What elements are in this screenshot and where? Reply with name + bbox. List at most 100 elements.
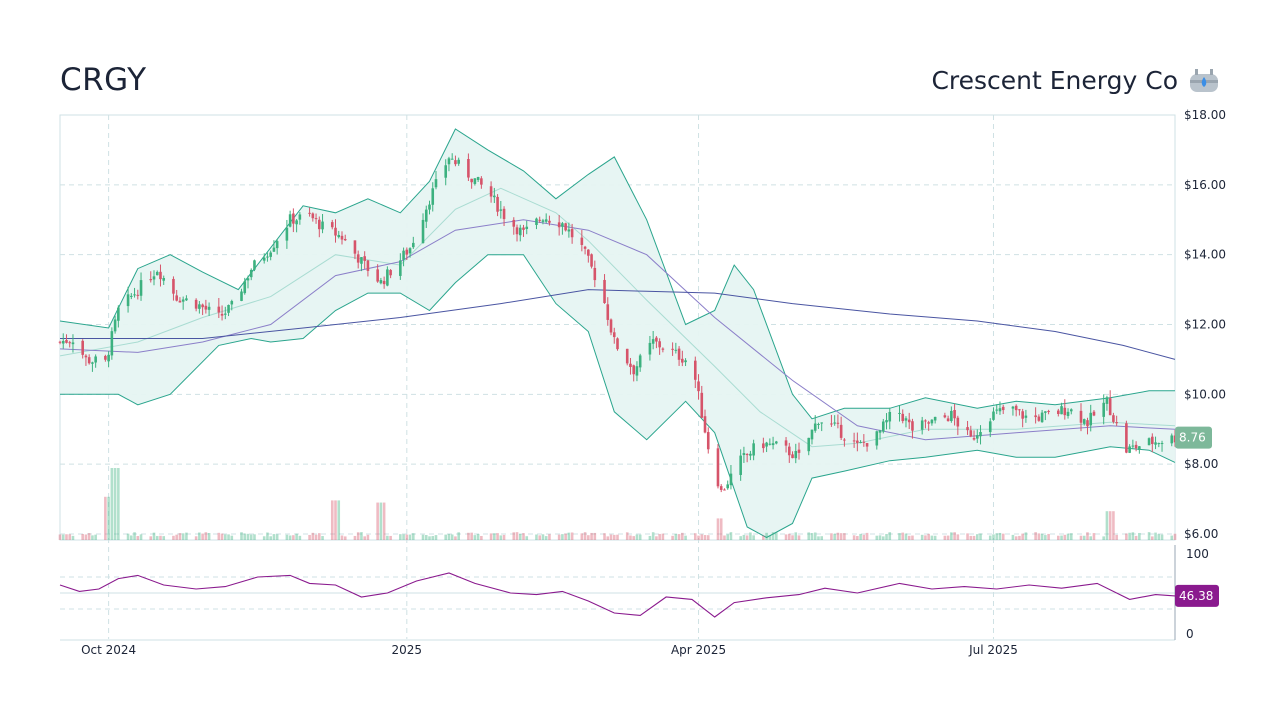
volume-bar [830, 533, 833, 540]
volume-bar [979, 533, 982, 540]
volume-bar [729, 532, 733, 540]
volume-bar [1108, 511, 1112, 540]
volume-bar [175, 534, 178, 540]
volume-bar [522, 533, 525, 540]
volume-bar [1066, 533, 1070, 540]
volume-bar [1157, 534, 1161, 540]
candle-body [950, 410, 953, 422]
candle-body [865, 443, 869, 447]
candle-body [194, 299, 198, 309]
volume-bar [330, 500, 334, 540]
rsi-last-badge: 46.38 [1175, 584, 1219, 607]
candle-body [593, 267, 597, 281]
volume-bar [133, 532, 136, 540]
volume-bar [1086, 532, 1089, 540]
volume-bar [198, 532, 201, 540]
volume-bar [535, 534, 538, 540]
company-name: Crescent Energy Co [931, 66, 1178, 95]
candle-body [719, 486, 723, 490]
volume-bar [810, 533, 814, 540]
volume-bar [207, 532, 211, 540]
candle-body [856, 440, 859, 443]
candle-body [172, 278, 175, 294]
candle-body [1105, 397, 1109, 404]
volume-bar [343, 536, 347, 540]
volume-bar [966, 533, 969, 540]
volume-bar [677, 534, 681, 540]
candle-body [376, 269, 379, 282]
candle-body [152, 276, 156, 280]
volume-bar [136, 536, 140, 540]
price-tick-label: $18.00 [1184, 108, 1226, 122]
time-tick-label: Oct 2024 [81, 643, 136, 657]
volume-bar [1001, 533, 1005, 540]
candle-body [1082, 419, 1086, 424]
volume-bar [693, 533, 697, 540]
volume-bar [859, 533, 862, 540]
sma-fast-line [59, 187, 1176, 448]
candle-body [318, 219, 321, 230]
volume-bar [881, 536, 885, 540]
volume-bar [1034, 532, 1037, 540]
candle-body [181, 299, 185, 302]
volume-bar [953, 532, 956, 540]
volume-bar [794, 532, 798, 540]
candle-body [807, 437, 811, 452]
candle-body [454, 160, 457, 165]
volume-bar [775, 532, 778, 540]
candle-body [269, 252, 272, 257]
candle-body [703, 416, 707, 433]
volume-bar [262, 536, 266, 540]
candle-body [1069, 409, 1073, 412]
volume-bar [603, 533, 606, 540]
candle-body [885, 420, 888, 423]
rsi-tick-label: 0 [1186, 627, 1194, 641]
volume-bar [428, 536, 431, 540]
candle-body [1138, 446, 1141, 450]
candle-body [288, 214, 292, 227]
candle-body [975, 435, 979, 439]
candle-body [155, 271, 159, 276]
volume-bar [204, 532, 208, 540]
candle-body [590, 254, 593, 267]
volume-bar [411, 533, 415, 540]
volume-bar [771, 532, 775, 540]
candle-body [411, 242, 415, 248]
volume-bar [525, 536, 529, 540]
volume-bar [363, 536, 366, 540]
volume-bar [266, 532, 269, 540]
volume-bar [402, 534, 405, 540]
volume-bar [515, 532, 519, 540]
volume-bar [797, 535, 801, 540]
candle-body [852, 440, 856, 442]
volume-bar [616, 534, 619, 540]
candle-body [583, 246, 587, 249]
candle-body [1157, 443, 1161, 445]
candle-body [178, 300, 182, 303]
volume-bar [943, 535, 947, 540]
volume-bar [405, 534, 409, 540]
candle-body [606, 304, 610, 320]
volume-bar [681, 532, 684, 540]
volume-bar [768, 535, 772, 540]
candle-body [1147, 438, 1151, 446]
volume-bar [493, 533, 496, 540]
volume-bar [155, 536, 159, 540]
candle-body [1108, 398, 1112, 416]
candle-body [911, 421, 914, 431]
candle-body [797, 449, 801, 453]
volume-bar [544, 536, 548, 540]
volume-bar [1014, 536, 1018, 540]
candle-body [1160, 443, 1164, 445]
candle-body [107, 354, 110, 362]
candle-body [629, 363, 632, 367]
candle-body [356, 254, 360, 263]
candle-body [1102, 402, 1105, 417]
volume-bar [749, 532, 752, 540]
candle-body [888, 411, 892, 422]
candle-body [820, 422, 824, 424]
volume-bar [130, 535, 133, 540]
candle-body [752, 443, 755, 456]
candle-body [1060, 406, 1063, 415]
